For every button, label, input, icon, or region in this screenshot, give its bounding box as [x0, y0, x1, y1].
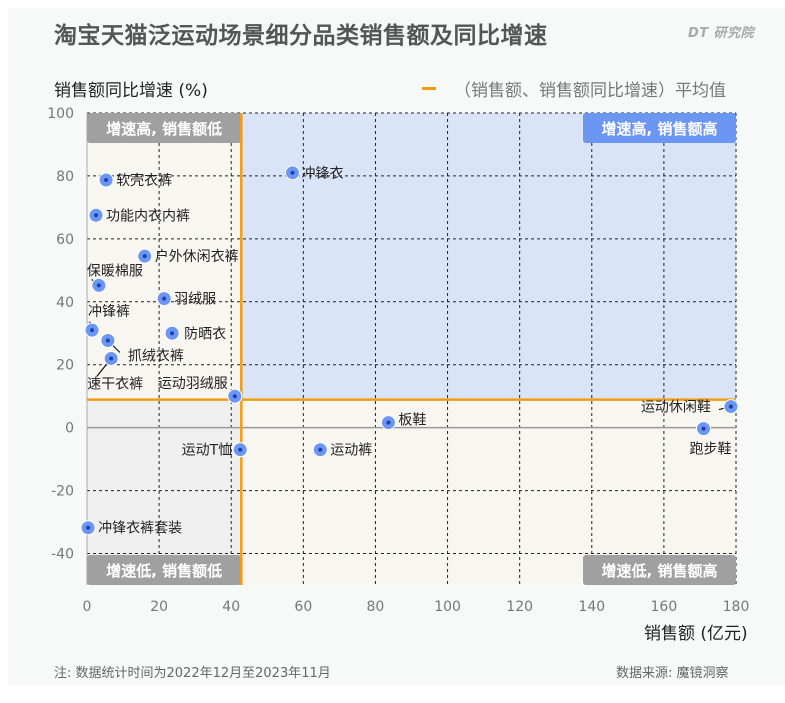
- data-point-center: [94, 213, 99, 218]
- quadrant-badge: [87, 113, 242, 143]
- x-tick-label: 40: [222, 599, 240, 615]
- data-point-label: 冲锋衣: [302, 166, 344, 182]
- data-point-label: 跑步鞋: [690, 442, 732, 458]
- data-point-label: 软壳衣裤: [116, 172, 172, 189]
- x-tick-label: 120: [506, 599, 533, 615]
- chart-title: 淘宝天猫泛运动场景细分品类销售额及同比增速: [54, 23, 548, 49]
- data-point-center: [109, 356, 114, 361]
- data-point-center: [142, 254, 147, 259]
- x-tick-label: 100: [434, 599, 461, 615]
- data-point-center: [290, 170, 295, 175]
- quadrant-low-growth-high-sales: [241, 399, 736, 585]
- data-point-label: 冲锋裤: [88, 304, 130, 320]
- data-point-label: 抓绒衣裤: [128, 349, 184, 365]
- x-tick-label: 80: [367, 599, 385, 615]
- data-point-center: [162, 296, 167, 301]
- x-tick-label: 0: [83, 599, 92, 615]
- data-point-label: 板鞋: [398, 413, 426, 429]
- quadrant-badge-label: 增速高, 销售额低: [106, 120, 222, 138]
- data-point-label: 功能内衣内裤: [106, 208, 190, 224]
- data-point-center: [105, 338, 110, 343]
- data-point-label: 防晒衣: [184, 326, 226, 342]
- y-tick-label: 80: [56, 169, 74, 185]
- quadrant-high-growth-high-sales: [241, 113, 736, 400]
- quadrant-low-growth-low-sales: [87, 399, 242, 585]
- quadrant-badge-label: 增速低, 销售额低: [106, 562, 222, 580]
- data-point-label: 运动T恤: [182, 443, 233, 459]
- x-tick-label: 160: [651, 599, 678, 615]
- data-point-center: [728, 404, 733, 409]
- y-tick-label: 20: [56, 358, 74, 374]
- y-tick-label: 0: [65, 421, 74, 437]
- data-point-center: [318, 447, 323, 452]
- quadrant-badge-label: 增速高, 销售额高: [602, 120, 718, 138]
- data-point-label: 运动裤: [330, 443, 372, 459]
- data-point-label: 保暖棉服: [87, 262, 143, 279]
- y-axis-label: 销售额同比增速 (%): [54, 81, 208, 101]
- footnote: 注: 数据统计时间为2022年12月至2023年11月: [54, 666, 331, 681]
- y-tick-label: 40: [56, 295, 74, 311]
- legend-swatch-average-line: [422, 87, 436, 90]
- data-point-label: 运动羽绒服: [158, 376, 228, 392]
- y-tick-label: 60: [56, 232, 74, 248]
- quadrant-badge: [583, 113, 736, 143]
- y-tick-label: -40: [51, 547, 74, 563]
- data-point-center: [232, 394, 237, 399]
- x-tick-label: 180: [723, 599, 750, 615]
- x-tick-label: 140: [578, 599, 605, 615]
- legend-label: （销售额、销售额同比增速）平均值: [454, 81, 726, 101]
- quadrant-badge: [87, 555, 242, 585]
- data-point-center: [86, 525, 91, 530]
- brand-logo: DT 研究院: [688, 26, 755, 41]
- y-tick-label: 100: [47, 106, 74, 122]
- x-tick-label: 60: [294, 599, 312, 615]
- y-tick-label: -20: [51, 484, 74, 500]
- data-point-center: [701, 426, 706, 431]
- data-point-label: 户外休闲衣裤: [155, 248, 239, 265]
- data-point-label: 冲锋衣裤套装: [98, 521, 182, 537]
- data-source: 数据来源: 魔镜洞察: [616, 666, 729, 681]
- data-point-center: [170, 331, 175, 336]
- x-axis-label: 销售额 (亿元): [644, 624, 748, 644]
- legend: （销售额、销售额同比增速）平均值: [422, 76, 726, 101]
- x-tick-label: 20: [150, 599, 168, 615]
- data-point-center: [238, 447, 243, 452]
- quadrant-badge-label: 增速低, 销售额高: [602, 562, 718, 580]
- quadrant-badge: [583, 555, 736, 585]
- data-point-center: [386, 420, 391, 425]
- data-point-center: [96, 283, 101, 288]
- data-point-label: 速干衣裤: [87, 376, 143, 392]
- data-point-label: 羽绒服: [174, 292, 216, 308]
- data-point-center: [90, 328, 95, 333]
- data-point-label: 运动休闲鞋: [641, 400, 711, 416]
- data-point-center: [104, 178, 109, 183]
